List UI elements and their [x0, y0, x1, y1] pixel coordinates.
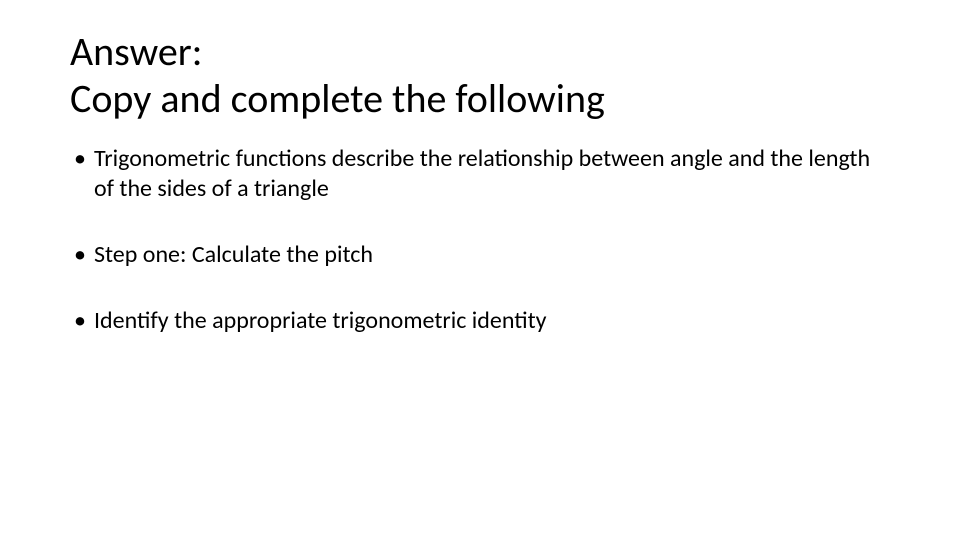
list-item: Identify the appropriate trigonometric i…: [70, 306, 890, 336]
list-item: Step one: Calculate the pitch: [70, 240, 890, 270]
title-line-1: Answer:: [70, 27, 202, 76]
slide-title: Answer: Copy and complete the following: [70, 28, 890, 122]
list-item: Trigonometric functions describe the rel…: [70, 144, 890, 204]
title-line-2: Copy and complete the following: [70, 74, 605, 123]
bullet-text: Step one: Calculate the pitch: [94, 240, 373, 269]
bullet-text: Trigonometric functions describe the rel…: [94, 144, 870, 203]
bullet-list: Trigonometric functions describe the rel…: [70, 144, 890, 336]
slide: Answer: Copy and complete the following …: [0, 0, 960, 540]
bullet-text: Identify the appropriate trigonometric i…: [94, 306, 547, 335]
